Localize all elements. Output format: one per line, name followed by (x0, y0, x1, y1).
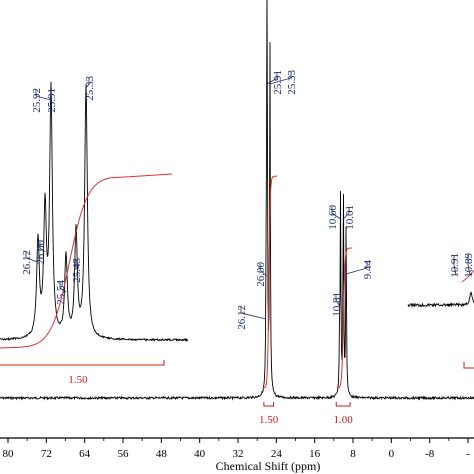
x-tick-label: 32 (233, 448, 244, 460)
x-tick-label: -8 (425, 448, 435, 460)
x-tick-label: - (466, 448, 470, 460)
inset-peak-label: 25.91 (46, 88, 58, 113)
peak-label: 9.44 (362, 260, 374, 280)
peak-leader (266, 72, 278, 85)
peak-label: 10.81 (331, 292, 343, 317)
peak-leader (331, 207, 341, 220)
integral-curve (336, 247, 353, 389)
x-axis: 80 72 64 56 48 40 32 24 16 8 0 -8- (0, 437, 474, 460)
x-tick-label: 56 (118, 448, 130, 460)
inset-peak-leader (25, 252, 39, 263)
x-tick-label: 64 (79, 448, 91, 460)
x-tick-label: 80 (3, 448, 15, 460)
inset-peak-leader (39, 242, 46, 253)
integral-bracket (263, 402, 274, 407)
inset-integral-curve (0, 173, 173, 349)
inset-peak-label: 26.00 (35, 240, 47, 265)
inset-peak-label: 26.12 (21, 250, 33, 275)
inset-peak-leader (59, 282, 67, 293)
peak-label: 26.12 (236, 305, 248, 330)
inset-right-peak-label: 10.91 (449, 253, 461, 278)
x-tick-label: 40 (194, 448, 206, 460)
peak-label: 10.60 (327, 205, 339, 230)
inset-right-peak-label: 10.89 (463, 253, 474, 278)
inset-peak-label: 25.54 (55, 280, 67, 305)
inset-right-integral-curve (461, 269, 474, 283)
peak-leader (343, 207, 350, 220)
inset-right-integral-bracket (463, 362, 474, 369)
inset-trace (0, 81, 189, 342)
peak-leader (240, 307, 267, 320)
peak-label: 25.91 (272, 70, 284, 95)
peak-label: 26.00 (255, 262, 267, 287)
inset-peak-label: 25.43 (71, 258, 83, 283)
inset-peak-label: 25.92 (31, 88, 43, 113)
inset-right-trace (407, 291, 474, 309)
inset-right-peak-leader (467, 255, 471, 276)
peak-leader (269, 72, 292, 85)
inset-peak-leader (35, 90, 52, 101)
x-tick-label: 24 (271, 448, 283, 460)
x-tick-label: 0 (389, 448, 395, 460)
inset-peak-leader (85, 78, 90, 89)
x-tick-label: 8 (350, 448, 356, 460)
x-tick-label: 48 (156, 448, 168, 460)
spectrum-trace (0, 0, 474, 401)
integral-label: 1.00 (334, 414, 354, 426)
integral-label: 1.50 (259, 414, 279, 426)
peak-leader (259, 264, 268, 277)
x-tick-label: 72 (41, 448, 52, 460)
integral-bracket (335, 402, 351, 407)
peak-leader (345, 262, 368, 275)
peak-label: 25.33 (286, 70, 298, 95)
inset-peak-label: 25.33 (84, 76, 96, 101)
inset-right-spectrum: 10.91 10.89 (407, 253, 474, 369)
inset-integral-label: 1.50 (68, 374, 88, 386)
inset-integral-bracket (0, 360, 165, 366)
inset-left-spectrum: 1.50 25.92 25.91 25.33 26.12 26.00 25.54 25.43 (0, 76, 189, 386)
integral-curve (262, 175, 278, 389)
peak-leader (335, 294, 340, 307)
x-axis-title: Chemical Shift (ppm) (216, 459, 321, 473)
peak-label: 10.01 (344, 205, 356, 230)
inset-right-peak-leader (453, 255, 457, 276)
x-tick-label: 16 (309, 448, 321, 460)
